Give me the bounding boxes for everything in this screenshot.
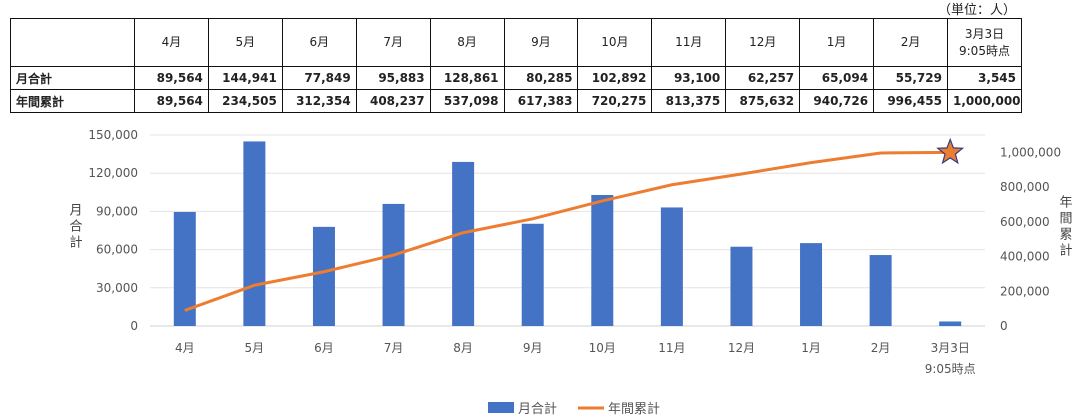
bar — [382, 203, 405, 326]
table-header-cell: 2月 — [873, 18, 948, 67]
y-right-tick-label: 400,000 — [1000, 250, 1050, 264]
y-right-tick-label: 800,000 — [1000, 180, 1050, 194]
y-left-axis-title: 月合計 — [69, 204, 82, 251]
table-header-cell: 8月 — [429, 18, 505, 67]
y-left-tick-label: 0 — [130, 319, 138, 333]
table-header-cell: 10月 — [577, 18, 653, 67]
table-header-cell: 11月 — [651, 18, 727, 67]
table-cell: 940,726 — [799, 89, 875, 113]
y-right-tick-label: 1,000,000 — [1000, 145, 1061, 159]
bar — [730, 246, 753, 326]
table-cell: 875,632 — [725, 89, 801, 113]
x-tick-label: 10月 — [589, 341, 616, 355]
cumulative-line — [184, 150, 951, 312]
table-corner-cell — [10, 18, 135, 67]
table-header-cell: 3月3日 9:05時点 — [946, 18, 1023, 67]
y-left-tick-label: 60,000 — [96, 243, 138, 257]
bar — [591, 194, 614, 326]
table-cell: 408,237 — [355, 89, 431, 113]
x-tick-label: 1月 — [801, 341, 821, 355]
table-cell: 312,354 — [281, 89, 357, 113]
table-cell: 3,545 — [946, 66, 1023, 90]
y-right-axis-title: 年間累計 — [1059, 196, 1072, 259]
bar — [243, 141, 266, 326]
table-header-row: 4月 5月 6月 7月 8月 9月 10月 11月 12月 1月 2月 3月3日 9:05時点 — [10, 18, 1023, 67]
table-header-cell: 4月 — [134, 18, 209, 67]
table-cell: 617,383 — [503, 89, 579, 113]
table-header-cell: 7月 — [355, 18, 431, 67]
data-table: 4月 5月 6月 7月 8月 9月 10月 11月 12月 1月 2月 3月3日 9:05時点 月合計 8… — [10, 18, 1023, 113]
table-cell: 93,100 — [651, 66, 727, 90]
x-tick-label: 9月 — [523, 341, 543, 355]
legend-label-monthly: 月合計 — [518, 401, 557, 417]
legend-label-cumulative: 年間累計 — [608, 401, 660, 417]
table-cell: 813,375 — [651, 89, 727, 113]
x-tick-label: 7月 — [384, 341, 404, 355]
table-header-cell: 1月 — [799, 18, 875, 67]
star-marker — [936, 137, 965, 165]
table-cell: 720,275 — [577, 89, 653, 113]
x-tick-label: 3月3日 9:05時点 — [925, 341, 976, 376]
y-left-tick-label: 150,000 — [88, 128, 138, 142]
x-tick-label: 6月 — [314, 341, 334, 355]
bar — [660, 207, 683, 326]
table-header-cell: 12月 — [725, 18, 801, 67]
x-tick-label: 8月 — [453, 341, 473, 355]
unit-note: （単位：人） — [937, 3, 1016, 18]
y-right-tick-label: 0 — [1000, 319, 1008, 333]
table-cell: 1,000,000 — [946, 89, 1023, 113]
table-cell: 128,861 — [429, 66, 505, 90]
table-cell: 89,564 — [134, 89, 209, 113]
table-header-cell: 5月 — [207, 18, 283, 67]
row-label: 月合計 — [10, 66, 135, 90]
table-cell: 62,257 — [725, 66, 801, 90]
x-tick-label: 4月 — [175, 341, 195, 355]
bar — [312, 226, 335, 326]
bar — [800, 243, 823, 326]
y-left-tick-label: 30,000 — [96, 281, 138, 295]
legend-bar-swatch — [488, 402, 514, 413]
y-left-tick-label: 120,000 — [88, 166, 138, 180]
table-header-cell: 9月 — [503, 18, 579, 67]
table-cell: 55,729 — [873, 66, 948, 90]
table-row: 月合計 89,564 144,941 77,849 95,883 128,861 80,28… — [10, 66, 1023, 90]
bar — [173, 211, 196, 326]
y-left-tick-label: 90,000 — [96, 204, 138, 218]
x-tick-label: 11月 — [658, 341, 685, 355]
table-cell: 234,505 — [207, 89, 283, 113]
table-cell: 77,849 — [281, 66, 357, 90]
table-header-cell: 6月 — [281, 18, 357, 67]
table-cell: 537,098 — [429, 89, 505, 113]
table-cell: 65,094 — [799, 66, 875, 90]
x-tick-label: 12月 — [728, 341, 755, 355]
x-tick-label: 2月 — [871, 341, 891, 355]
table-cell: 80,285 — [503, 66, 579, 90]
table-cell: 95,883 — [355, 66, 431, 90]
bar — [939, 321, 962, 326]
combo-chart: 0 30,000 60,000 90,000 120,000 150,000 0 200,00… — [69, 128, 1072, 417]
y-right-tick-label: 200,000 — [1000, 284, 1050, 298]
y-right-tick-label: 600,000 — [1000, 215, 1050, 229]
table-row: 年間累計 89,564 234,505 312,354 408,237 537,098 61… — [10, 89, 1023, 113]
table-cell: 996,455 — [873, 89, 948, 113]
table-cell: 89,564 — [134, 66, 209, 90]
x-tick-label: 5月 — [245, 341, 265, 355]
bar — [452, 161, 475, 326]
table-cell: 144,941 — [207, 66, 283, 90]
bar — [521, 223, 544, 326]
table-cell: 102,892 — [577, 66, 653, 90]
row-label: 年間累計 — [10, 89, 135, 113]
bar — [869, 255, 892, 326]
